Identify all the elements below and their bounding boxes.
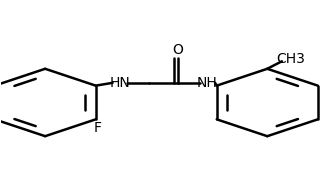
Text: HN: HN xyxy=(109,76,130,90)
Text: NH: NH xyxy=(197,76,218,90)
Text: O: O xyxy=(173,43,183,57)
Text: CH3: CH3 xyxy=(277,52,305,66)
Text: F: F xyxy=(93,121,101,135)
